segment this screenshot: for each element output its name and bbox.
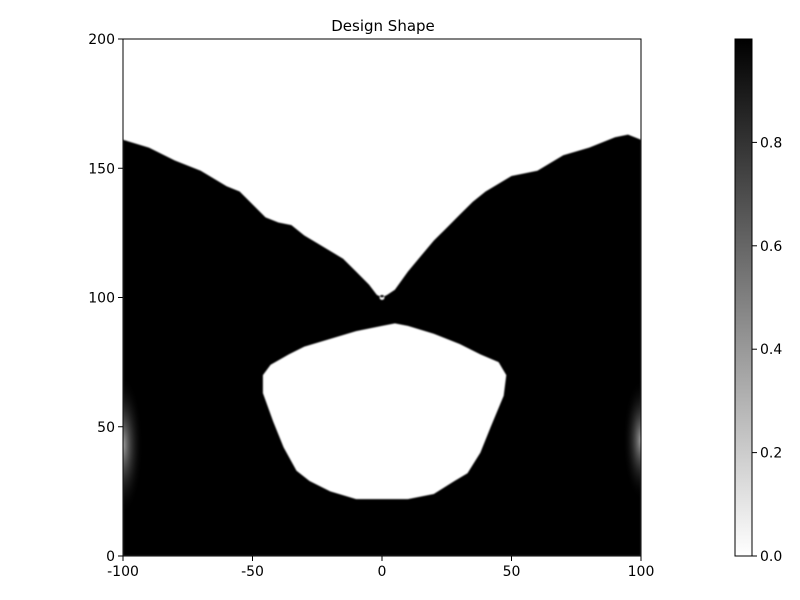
y-tick-label: 150 — [88, 161, 115, 177]
x-tick-label: 0 — [378, 564, 387, 580]
right-edge-gradient — [623, 380, 641, 500]
design-shape-region — [123, 134, 641, 556]
colorbar-gradient — [734, 38, 753, 557]
x-tick-label: 100 — [628, 564, 655, 580]
colorbar-tick-label: 0.2 — [760, 446, 782, 462]
y-tick-label: 0 — [106, 549, 115, 565]
x-tick-label: -50 — [241, 564, 264, 580]
y-tick-label: 50 — [97, 420, 115, 436]
left-edge-gradient — [123, 375, 143, 515]
colorbar-tick-label: 0.8 — [760, 135, 782, 151]
colorbar-tick-label: 0.4 — [760, 342, 782, 358]
colorbar-tick-label: 0.6 — [760, 239, 782, 255]
plot-area — [123, 39, 641, 556]
chart-title: Design Shape — [331, 17, 435, 35]
colorbar-tick-label: 0.0 — [760, 549, 782, 565]
x-axis: -100 -50 0 50 100 — [107, 556, 654, 580]
y-tick-label: 200 — [88, 32, 115, 48]
y-axis: 0 50 100 150 200 — [88, 32, 123, 565]
y-tick-label: 100 — [88, 291, 115, 307]
x-tick-label: -100 — [107, 564, 139, 580]
colorbar: 0.0 0.2 0.4 0.6 0.8 — [734, 38, 782, 565]
colorbar-ticks: 0.0 0.2 0.4 0.6 0.8 — [752, 135, 782, 565]
x-tick-label: 50 — [503, 564, 521, 580]
